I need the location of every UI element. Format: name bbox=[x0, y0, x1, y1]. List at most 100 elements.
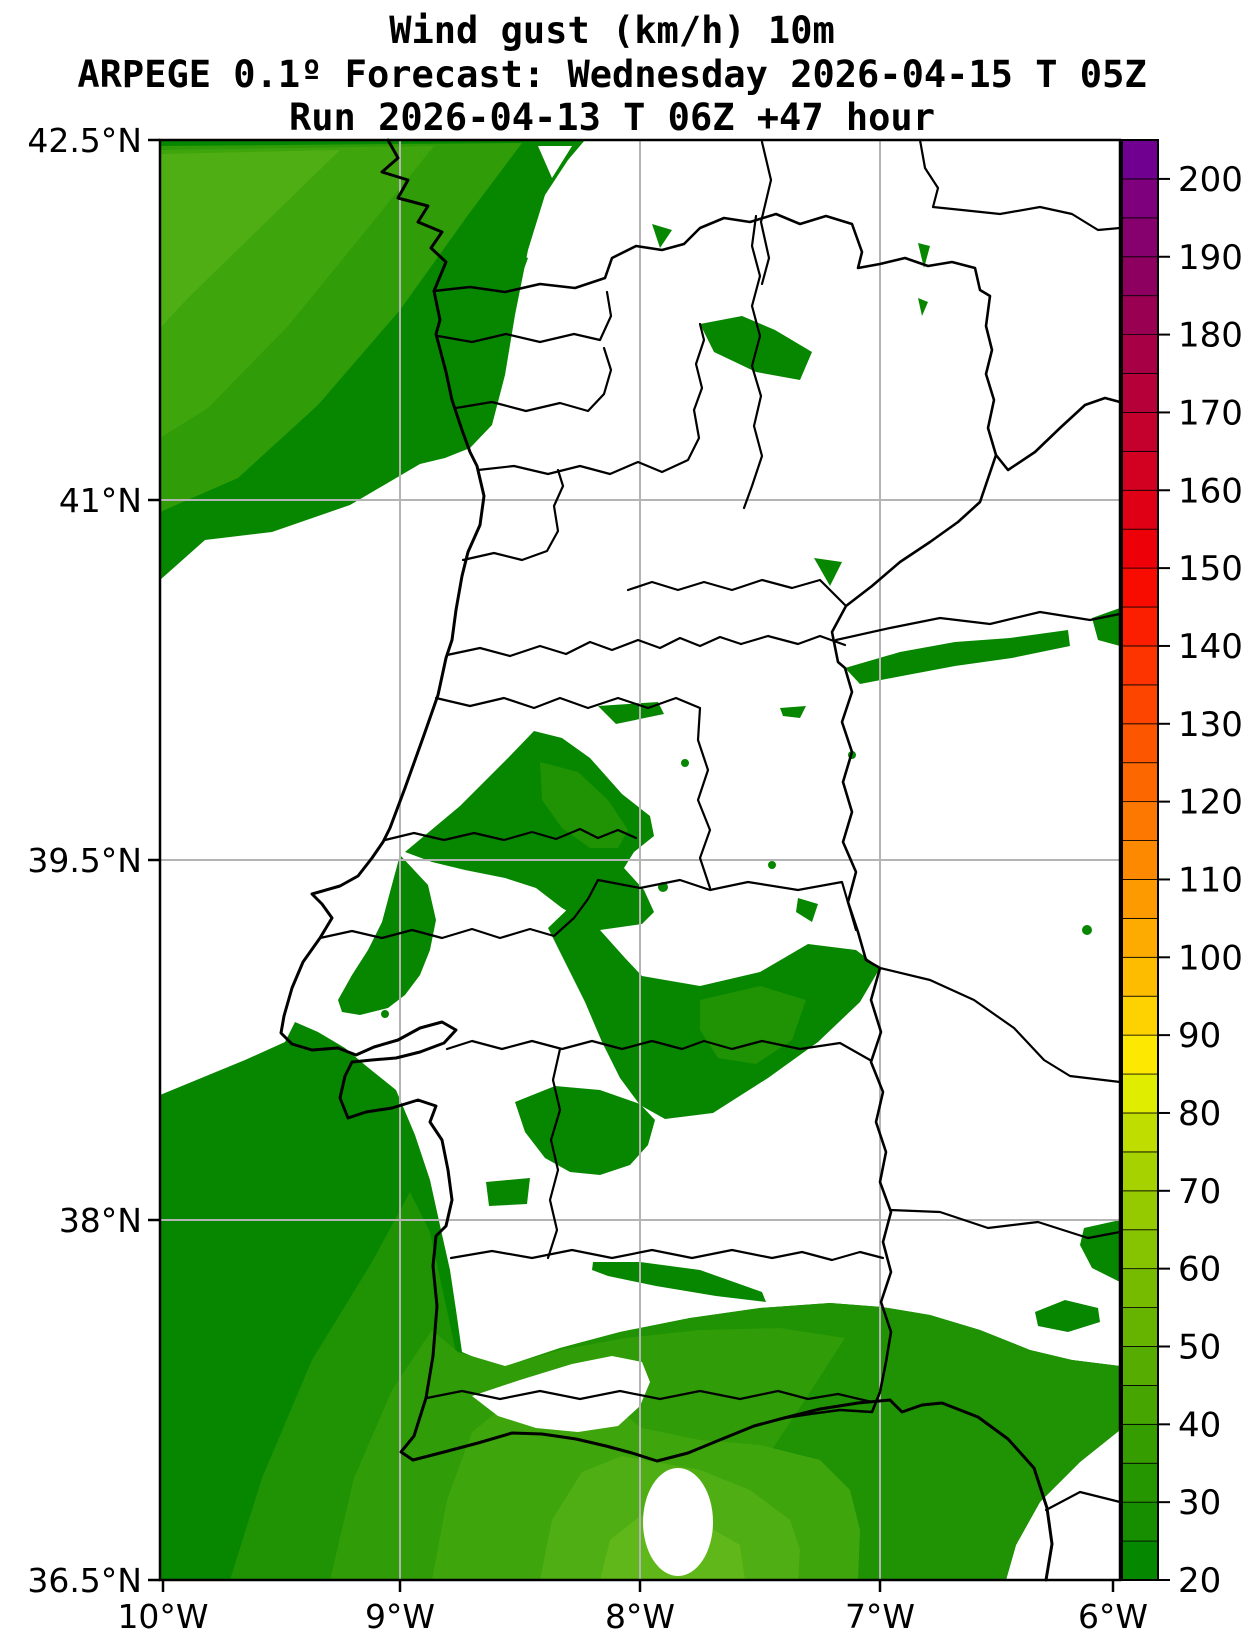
colorbar-tick-label: 90 bbox=[1178, 1016, 1221, 1056]
colorbar-segment bbox=[1121, 684, 1159, 725]
latitude-tick-label: 36.5°N bbox=[27, 1561, 142, 1600]
colorbar-segment bbox=[1121, 1540, 1159, 1581]
district-boundary bbox=[476, 322, 706, 476]
district-boundary bbox=[454, 346, 613, 413]
contour-polygon bbox=[458, 246, 528, 288]
colorbar-segment bbox=[1121, 1346, 1159, 1386]
contour-polygon bbox=[1092, 608, 1120, 646]
colorbar-segment bbox=[1121, 178, 1159, 219]
contour-polygon bbox=[515, 1086, 655, 1175]
colorbar-tick-label: 30 bbox=[1178, 1483, 1221, 1523]
foreign-admin-boundary bbox=[759, 140, 773, 286]
district-boundary bbox=[739, 634, 847, 647]
district-boundary bbox=[449, 1248, 885, 1262]
colorbar-tick-label: 180 bbox=[1178, 316, 1243, 356]
colorbar-segment bbox=[1121, 1190, 1159, 1231]
foreign-admin-boundary bbox=[878, 966, 1122, 1084]
district-boundary bbox=[434, 696, 712, 890]
colorbar-tick-label: 40 bbox=[1178, 1405, 1221, 1445]
longitude-tick-label: 8°W bbox=[605, 1597, 675, 1636]
colorbar-segment bbox=[1121, 1307, 1159, 1347]
foreign-admin-boundary bbox=[888, 1208, 1122, 1240]
colorbar-tick-label: 70 bbox=[1178, 1172, 1221, 1212]
longitude-tick-label: 6°W bbox=[1078, 1597, 1148, 1636]
colorbar-segment bbox=[1121, 879, 1159, 919]
country-border bbox=[432, 212, 1122, 1420]
colorbar-tick-label: 170 bbox=[1178, 393, 1243, 433]
coastline bbox=[279, 138, 1054, 1582]
district-boundary bbox=[742, 214, 764, 510]
longitude-tick-label: 9°W bbox=[365, 1597, 435, 1636]
contour-polygon bbox=[796, 898, 818, 922]
district-boundary bbox=[546, 1047, 562, 1260]
contour-polygon bbox=[405, 731, 654, 930]
contour-polygon bbox=[845, 630, 1070, 684]
colorbar-segment bbox=[1121, 373, 1159, 413]
colorbar-segment bbox=[1121, 217, 1159, 258]
latitude-tick-label: 42.5°N bbox=[27, 121, 142, 160]
colorbar-segment bbox=[1121, 801, 1159, 841]
colorbar-segment bbox=[1121, 645, 1159, 686]
contour-dot bbox=[1082, 925, 1092, 935]
colorbar-tick-label: 60 bbox=[1178, 1250, 1221, 1290]
colorbar-tick-label: 190 bbox=[1178, 238, 1243, 278]
latitude-tick-label: 41°N bbox=[59, 481, 142, 520]
colorbar-segment bbox=[1121, 489, 1159, 530]
colorbar-segment bbox=[1121, 1151, 1159, 1192]
contour-polygon bbox=[338, 855, 436, 1015]
contour-dot bbox=[681, 759, 689, 767]
colorbar-segment bbox=[1121, 1385, 1159, 1425]
graticule-grid-layer bbox=[160, 140, 1120, 1580]
colorbar-segment bbox=[1121, 334, 1159, 374]
colorbar-segment bbox=[1121, 450, 1159, 491]
contour-polygon bbox=[1035, 1300, 1100, 1332]
colorbar-segment bbox=[1121, 1462, 1159, 1503]
district-boundary bbox=[383, 827, 638, 842]
main-title: Wind gust (km/h) 10m bbox=[389, 9, 835, 52]
district-boundary bbox=[436, 290, 613, 344]
district-boundary bbox=[596, 878, 858, 932]
colorbar-segment bbox=[1121, 917, 1159, 958]
latitude-tick-label: 38°N bbox=[59, 1201, 142, 1240]
district-boundary bbox=[461, 468, 565, 562]
colorbar-segment bbox=[1121, 412, 1159, 452]
colorbar-outline bbox=[1121, 139, 1159, 1581]
colorbar-tick-label: 120 bbox=[1178, 783, 1243, 823]
colorbar-segment bbox=[1121, 528, 1159, 569]
contour-polygon bbox=[918, 243, 930, 268]
colorbar-tick-label: 130 bbox=[1178, 705, 1243, 745]
axis-ticks-and-labels: 42.5°N 41°N 39.5°N 38°N 36.5°N10°W 9°W 8°W 7°W 6… bbox=[27, 121, 1148, 1636]
colorbar-tick-label: 50 bbox=[1178, 1327, 1221, 1367]
run-subtitle: Run 2026-04-13 T 06Z +47 hour bbox=[289, 96, 935, 139]
contour-polygon bbox=[780, 706, 806, 718]
contour-polygon bbox=[540, 762, 628, 848]
colorbar-segment bbox=[1121, 567, 1159, 608]
contour-polygon bbox=[592, 1262, 766, 1302]
colorbar-tick-label: 80 bbox=[1178, 1094, 1221, 1134]
foreign-admin-boundary bbox=[1044, 1490, 1122, 1512]
contour-polygon bbox=[538, 146, 572, 178]
district-boundary bbox=[445, 1039, 872, 1062]
colorbar-tick-label: 140 bbox=[1178, 627, 1243, 667]
colorbar-tick-label: 20 bbox=[1178, 1561, 1221, 1601]
colorbar-segment bbox=[1121, 1112, 1159, 1153]
foreign-admin-boundary bbox=[834, 610, 1122, 642]
foreign-admin-boundary bbox=[918, 138, 1122, 232]
colorbar-segment bbox=[1121, 723, 1159, 764]
contour-polygon bbox=[160, 150, 340, 328]
longitude-tick-label: 7°W bbox=[845, 1597, 915, 1636]
colorbar-segment bbox=[1121, 1423, 1159, 1464]
colorbar-segment bbox=[1121, 606, 1159, 647]
colorbar-segment bbox=[1121, 762, 1159, 803]
contour-polygon bbox=[472, 1356, 650, 1432]
colorbar: 20 30 40 50 60 70 80 90 100 110 120 130 140 150 160 170… bbox=[1121, 139, 1243, 1601]
colorbar-tick-label: 100 bbox=[1178, 938, 1243, 978]
colorbar-segment bbox=[1121, 1229, 1159, 1270]
contour-polygon bbox=[486, 1178, 530, 1206]
contour-polygon bbox=[918, 298, 928, 316]
contour-hole bbox=[643, 1468, 713, 1576]
forecast-subtitle: ARPEGE 0.1º Forecast: Wednesday 2026-04-… bbox=[77, 53, 1146, 96]
colorbar-segment bbox=[1121, 295, 1159, 335]
longitude-tick-label: 10°W bbox=[117, 1597, 208, 1636]
